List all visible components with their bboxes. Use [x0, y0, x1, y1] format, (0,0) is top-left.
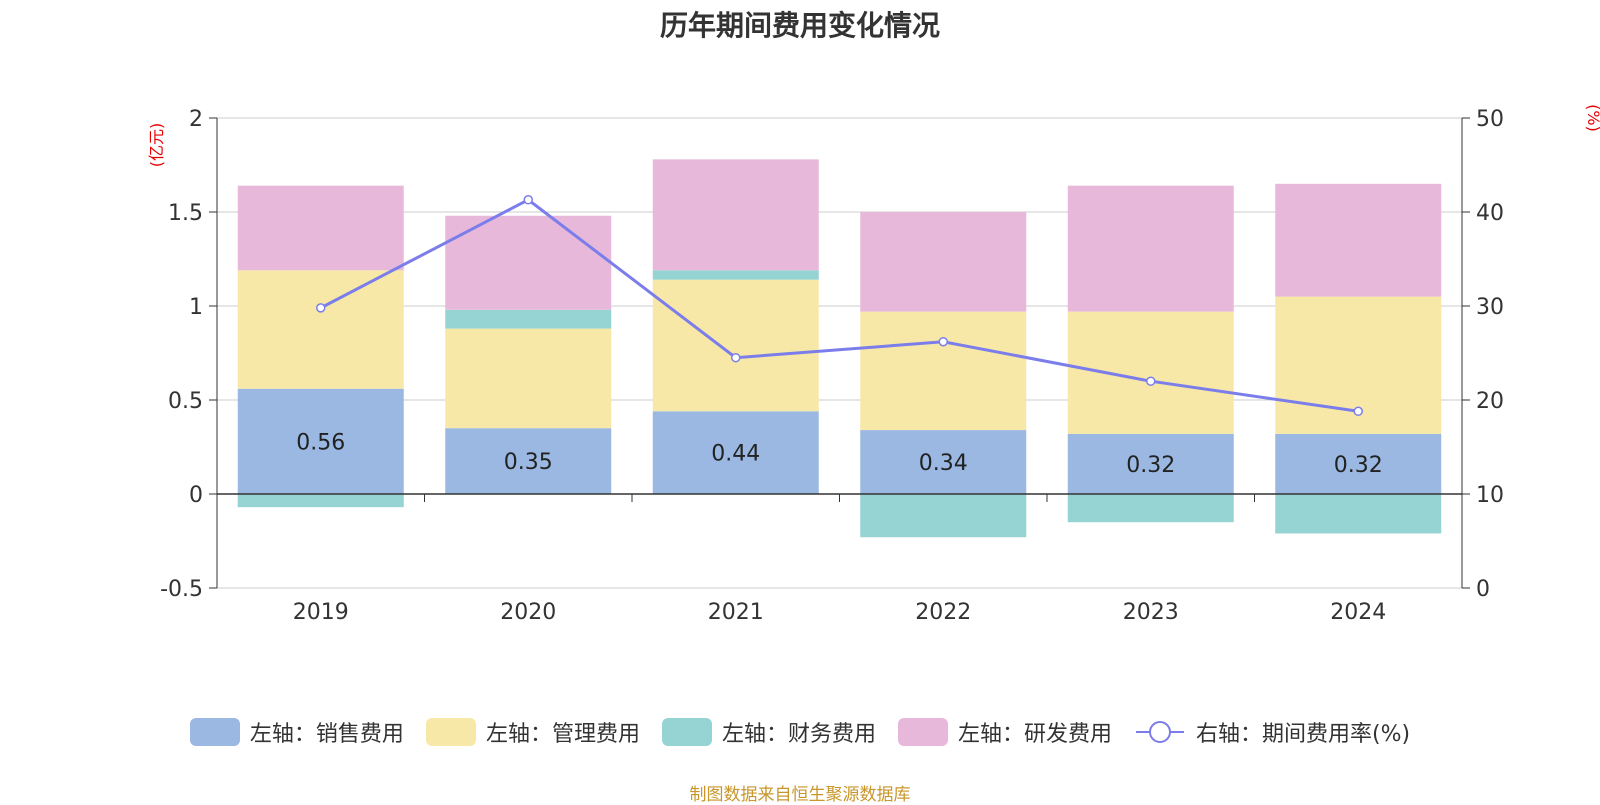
- legend-item-admin[interactable]: 左轴：管理费用: [425, 716, 640, 748]
- legend-swatch-sales: [189, 718, 240, 746]
- chart-title: 历年期间费用变化情况: [659, 9, 940, 42]
- bar-rnd: [1067, 185, 1234, 312]
- x-tick-label: 2019: [293, 600, 349, 625]
- rate-line-layer: [316, 195, 1363, 417]
- rate-point: [1146, 376, 1156, 386]
- rate-point: [1353, 406, 1363, 417]
- legend-label-finance: 左轴：财务费用: [721, 722, 876, 747]
- data-label-layer: 0.56 0.35 0.44 0.34 0.32 0.32: [296, 430, 1382, 478]
- legend-label-sales: 左轴：销售费用: [249, 722, 404, 747]
- left-tick-label: 0: [189, 483, 203, 508]
- bar-sales: [860, 430, 1027, 494]
- bar-admin: [652, 279, 819, 412]
- bar-rnd: [1275, 183, 1442, 297]
- bar-value-label: 0.32: [1334, 453, 1383, 478]
- bar-value-label: 0.32: [1126, 453, 1175, 478]
- legend-item-sales[interactable]: 左轴：销售费用: [189, 716, 404, 748]
- left-axis-unit: (亿元): [147, 123, 166, 168]
- right-tick-label: 50: [1476, 107, 1504, 132]
- right-tick-label: 0: [1476, 577, 1490, 602]
- right-tick-label: 40: [1476, 201, 1504, 226]
- legend-swatch-rnd: [897, 718, 948, 746]
- right-tick-label: 20: [1476, 389, 1504, 414]
- bar-rnd: [860, 212, 1027, 312]
- left-tick-label: 0.5: [168, 389, 203, 414]
- bar-value-label: 0.34: [919, 451, 968, 476]
- bar-sales: [652, 411, 819, 494]
- bar-finance: [860, 494, 1027, 538]
- source-note: 制图数据来自恒生聚源数据库: [689, 785, 911, 805]
- bar-value-label: 0.35: [504, 450, 553, 475]
- legend-label-rnd: 左轴：研发费用: [957, 722, 1112, 747]
- left-tick-label: 1.5: [168, 201, 203, 226]
- bar-sales: [1275, 433, 1442, 494]
- left-tick-label: -0.5: [160, 577, 203, 602]
- bar-admin: [237, 270, 404, 389]
- x-tick-label: 2023: [1123, 600, 1179, 625]
- bar-rnd: [652, 159, 819, 271]
- bar-rnd: [237, 185, 404, 271]
- x-tick-label: 2024: [1330, 600, 1386, 625]
- bar-admin: [860, 311, 1027, 431]
- bar-finance: [237, 494, 404, 508]
- bar-sales: [445, 428, 612, 494]
- bar-admin: [445, 328, 612, 429]
- legend-swatch-finance: [661, 718, 712, 746]
- bar-rnd: [445, 215, 612, 310]
- legend-item-rnd[interactable]: 左轴：研发费用: [897, 716, 1112, 748]
- bar-finance: [445, 309, 612, 329]
- bar-sales: [237, 388, 404, 494]
- right-tick-label: 30: [1476, 295, 1504, 320]
- legend-item-rate[interactable]: 右轴：期间费用率(%): [1134, 716, 1410, 748]
- x-tick-label: 2021: [708, 600, 764, 625]
- bar-admin: [1067, 311, 1234, 434]
- rate-line: [320, 198, 1359, 413]
- bar-value-label: 0.44: [711, 442, 760, 467]
- bar-finance: [1275, 494, 1442, 534]
- x-tick-label: 2020: [500, 600, 556, 625]
- rate-point: [523, 195, 533, 205]
- legend-item-finance[interactable]: 左轴：财务费用: [661, 716, 876, 748]
- bar-sales: [1067, 433, 1234, 494]
- left-tick-label: 2: [189, 107, 203, 132]
- x-tick-label: 2022: [915, 600, 971, 625]
- legend-label-admin: 左轴：管理费用: [485, 722, 640, 747]
- bar-finance: [1067, 494, 1234, 523]
- legend-label-rate: 右轴：期间费用率(%): [1195, 722, 1411, 747]
- bar-layer: [237, 159, 1442, 538]
- left-tick-label: 1: [189, 295, 203, 320]
- rate-point: [938, 336, 948, 347]
- right-tick-label: 10: [1476, 483, 1504, 508]
- rate-point: [731, 352, 741, 363]
- legend-swatch-admin: [425, 718, 476, 746]
- rate-point: [316, 303, 326, 313]
- bar-value-label: 0.56: [296, 430, 345, 455]
- bar-finance: [652, 270, 819, 280]
- right-axis-unit: (%): [1584, 104, 1600, 132]
- legend-line-marker-icon: [1135, 721, 1184, 743]
- chart-legend: 左轴：销售费用 左轴：管理费用 左轴：财务费用 左轴：研发费用 右轴：期间费用率…: [0, 716, 1600, 748]
